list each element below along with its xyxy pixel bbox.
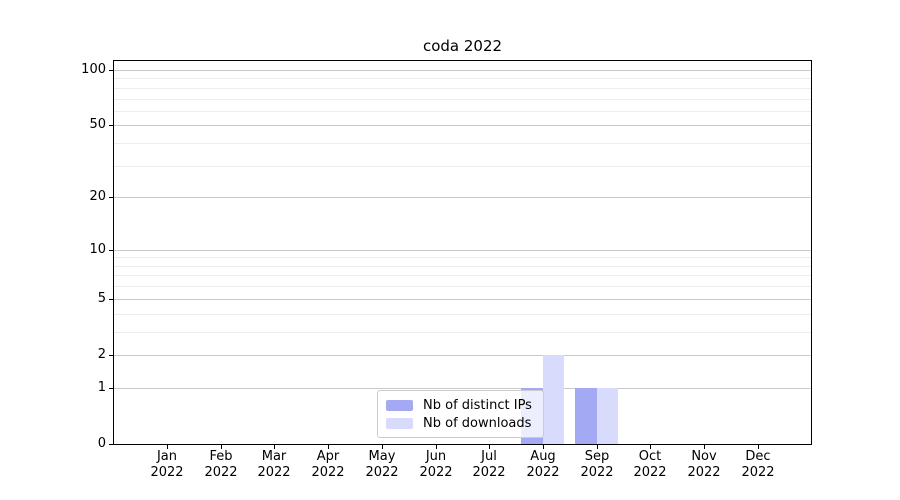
major-gridline bbox=[114, 354, 811, 356]
x-tick-mark bbox=[489, 445, 490, 449]
major-gridline bbox=[114, 298, 811, 300]
legend-row-distinct-ips: Nb of distinct IPs bbox=[386, 398, 535, 413]
minor-gridline bbox=[114, 110, 811, 112]
legend-swatch-distinct-ips bbox=[386, 399, 413, 411]
x-tick-label: Jun 2022 bbox=[419, 449, 453, 480]
y-tick-label: 10 bbox=[89, 242, 106, 257]
bar-nb-of-downloads-sep bbox=[596, 387, 619, 444]
x-tick-mark bbox=[758, 445, 759, 449]
chart-title: coda 2022 bbox=[422, 37, 503, 55]
plot-area: Nb of distinct IPs Nb of downloads bbox=[113, 60, 812, 445]
y-tick-mark bbox=[109, 70, 113, 71]
legend-label-downloads: Nb of downloads bbox=[423, 415, 532, 431]
x-tick-label: Jul 2022 bbox=[472, 449, 506, 480]
minor-gridline bbox=[114, 142, 811, 144]
x-tick-mark bbox=[650, 445, 651, 449]
y-tick-label: 20 bbox=[89, 189, 106, 204]
bar-nb-of-distinct-ips-sep bbox=[575, 387, 597, 444]
minor-gridline bbox=[114, 98, 811, 100]
y-tick-label: 100 bbox=[81, 62, 106, 77]
x-tick-label: Sep 2022 bbox=[580, 449, 614, 480]
y-tick-label: 0 bbox=[97, 436, 106, 451]
x-tick-mark bbox=[436, 445, 437, 449]
x-tick-label: Dec 2022 bbox=[741, 449, 775, 480]
minor-gridline bbox=[114, 265, 811, 267]
y-tick-mark bbox=[109, 388, 113, 389]
minor-gridline bbox=[114, 285, 811, 287]
x-tick-mark bbox=[328, 445, 329, 449]
minor-gridline bbox=[114, 313, 811, 315]
bar-nb-of-downloads-aug bbox=[542, 354, 565, 444]
x-tick-label: Oct 2022 bbox=[633, 449, 667, 480]
x-tick-label: Aug 2022 bbox=[526, 449, 560, 480]
legend-row-downloads: Nb of downloads bbox=[386, 416, 535, 431]
legend: Nb of distinct IPs Nb of downloads bbox=[377, 390, 544, 438]
minor-gridline bbox=[114, 77, 811, 79]
x-tick-mark bbox=[543, 445, 544, 449]
x-tick-label: Mar 2022 bbox=[257, 449, 291, 480]
x-tick-mark bbox=[167, 445, 168, 449]
minor-gridline bbox=[114, 256, 811, 258]
minor-gridline bbox=[114, 87, 811, 89]
x-tick-label: Jan 2022 bbox=[150, 449, 184, 480]
x-tick-mark bbox=[382, 445, 383, 449]
x-tick-label: Apr 2022 bbox=[311, 449, 345, 480]
minor-gridline bbox=[114, 331, 811, 333]
y-tick-mark bbox=[109, 355, 113, 356]
major-gridline bbox=[114, 69, 811, 71]
minor-gridline bbox=[114, 165, 811, 167]
minor-gridline bbox=[114, 274, 811, 276]
y-tick-mark bbox=[109, 197, 113, 198]
y-tick-label: 5 bbox=[97, 291, 106, 306]
y-tick-label: 50 bbox=[89, 117, 106, 132]
x-tick-mark bbox=[274, 445, 275, 449]
major-gridline bbox=[114, 249, 811, 251]
x-tick-mark bbox=[597, 445, 598, 449]
x-tick-label: Feb 2022 bbox=[204, 449, 238, 480]
major-gridline bbox=[114, 387, 811, 389]
major-gridline bbox=[114, 196, 811, 198]
y-tick-mark bbox=[109, 444, 113, 445]
x-tick-label: Nov 2022 bbox=[687, 449, 721, 480]
x-tick-mark bbox=[704, 445, 705, 449]
major-gridline bbox=[114, 124, 811, 126]
x-tick-mark bbox=[221, 445, 222, 449]
x-tick-label: May 2022 bbox=[365, 449, 399, 480]
y-tick-label: 2 bbox=[97, 347, 106, 362]
y-tick-mark bbox=[109, 299, 113, 300]
y-tick-mark bbox=[109, 125, 113, 126]
legend-swatch-downloads bbox=[386, 417, 413, 429]
legend-label-distinct-ips: Nb of distinct IPs bbox=[423, 397, 532, 413]
y-tick-mark bbox=[109, 250, 113, 251]
y-tick-label: 1 bbox=[97, 380, 106, 395]
